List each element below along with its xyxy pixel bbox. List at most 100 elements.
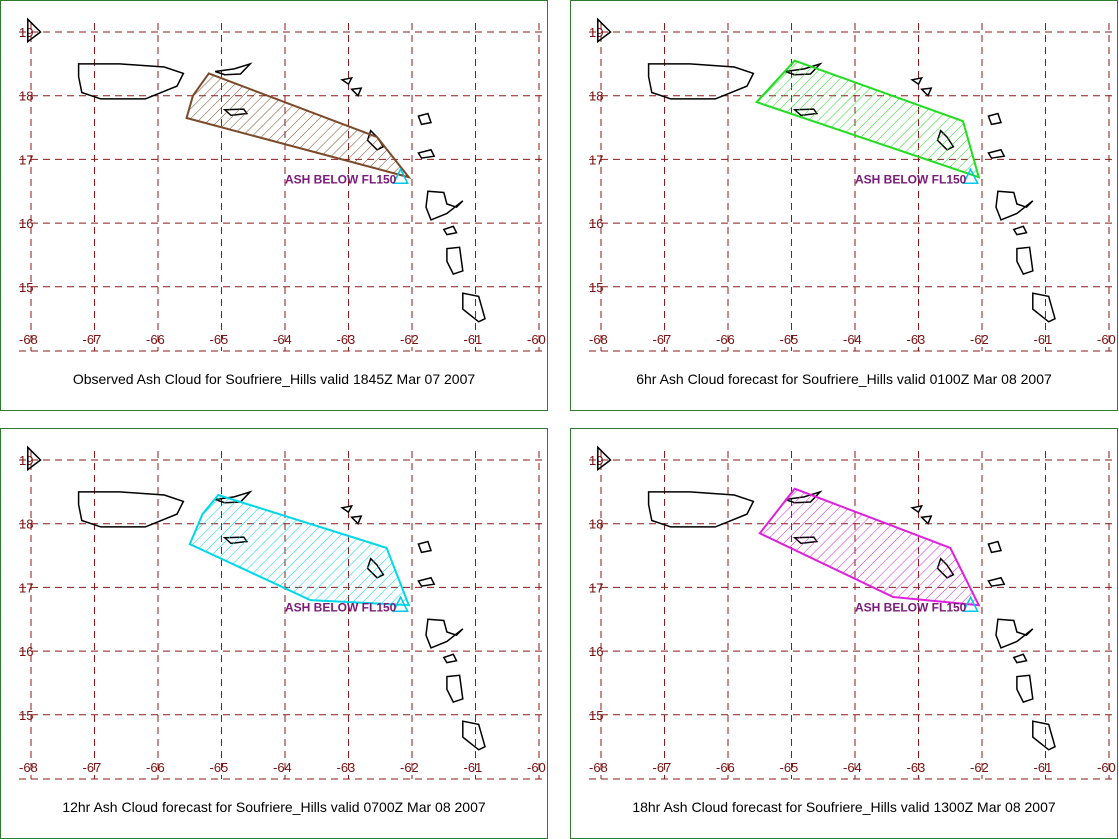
island-outline [350,87,363,98]
lon-tick-label: -68 [589,760,608,775]
lat-tick-label: 16 [589,216,603,231]
lon-tick-label: -63 [907,760,926,775]
island-outline [1016,674,1034,704]
lon-tick-label: -68 [19,332,38,347]
island-outline [597,17,612,44]
ash-cloud-polygon [758,487,981,607]
island-outline [1012,653,1028,664]
island-outline [442,653,458,664]
island-outline [446,246,464,276]
island-outline [995,618,1034,649]
lat-tick-label: 15 [19,708,33,723]
map-svg: -68 -67 -66 -65 -64 -63 -62 -61 -60 19 18 17 16 15 ASH… [589,17,1117,352]
island-outline [920,87,933,98]
island-outline [340,504,354,514]
ash-panel-observed: -68 -67 -66 -65 -64 -63 -62 -61 -60 19 18 17 16 15 ASH… [0,0,548,411]
island-outline [340,76,354,86]
island-outline [910,76,924,86]
map-svg: -68 -67 -66 -65 -64 -63 -62 -61 -60 19 18 17 16 15 ASH… [19,445,547,780]
lon-tick-label: -68 [589,332,608,347]
lon-tick-label: -64 [843,332,862,347]
island-outline [417,540,432,554]
island-outline [417,576,436,587]
lon-tick-label: -65 [210,332,229,347]
lat-tick-label: 17 [19,152,33,167]
lon-tick-label: -66 [146,760,165,775]
lat-tick-label: 16 [19,216,33,231]
island-outline [1012,225,1028,236]
lon-tick-label: -61 [464,760,483,775]
island-outline [987,112,1002,126]
lon-tick-label: -63 [907,332,926,347]
lon-tick-label: -68 [19,760,38,775]
island-outline [425,190,464,221]
island-outline [214,62,253,76]
lon-tick-label: -65 [210,760,229,775]
lon-tick-label: -67 [83,760,102,775]
lon-tick-label: -62 [400,760,419,775]
map-svg: -68 -67 -66 -65 -64 -63 -62 -61 -60 19 18 17 16 15 ASH… [589,445,1117,780]
island-outline [350,515,363,526]
lon-tick-label: -60 [527,332,546,347]
volcano-marker [962,595,979,612]
island-outline [77,63,185,100]
island-outline [425,618,464,649]
lon-tick-label: -62 [400,332,419,347]
lat-tick-label: 18 [19,517,33,532]
island-outline [1032,292,1056,323]
island-outline [920,515,933,526]
lat-tick-label: 19 [589,25,603,40]
lat-tick-label: 15 [19,280,33,295]
lat-tick-label: 19 [19,25,33,40]
lon-tick-label: -64 [273,760,292,775]
lon-tick-label: -67 [653,332,672,347]
panel-caption: 18hr Ash Cloud forecast for Soufriere_Hi… [632,799,1056,815]
island-outline [77,491,185,528]
island-outline [417,148,436,159]
ash-panel-12hr: -68 -67 -66 -65 -64 -63 -62 -61 -60 19 18 17 16 15 ASH… [0,428,548,839]
lon-tick-label: -60 [527,760,546,775]
island-outline [987,540,1002,554]
lat-tick-label: 17 [589,152,603,167]
island-outline [987,148,1006,159]
panel-caption: 12hr Ash Cloud forecast for Soufriere_Hi… [62,799,486,815]
lat-tick-label: 15 [589,280,603,295]
lon-tick-label: -63 [337,332,356,347]
lon-tick-label: -64 [843,760,862,775]
island-outline [1016,246,1034,276]
lon-tick-label: -65 [780,760,799,775]
lat-tick-label: 16 [589,644,603,659]
lat-tick-label: 18 [19,89,33,104]
lat-tick-label: 17 [589,580,603,595]
island-outline [446,674,464,704]
ash-cloud-polygon [185,72,412,179]
lat-tick-label: 19 [589,453,603,468]
lon-tick-label: -67 [653,760,672,775]
island-outline [987,576,1006,587]
lon-tick-label: -67 [83,332,102,347]
island-outline [597,445,612,472]
volcano-marker [962,167,979,184]
lat-tick-label: 19 [19,453,33,468]
lat-tick-label: 18 [589,89,603,104]
island-outline [647,63,755,100]
lon-tick-label: -64 [273,332,292,347]
panel-caption: Observed Ash Cloud for Soufriere_Hills v… [72,371,476,387]
island-outline [27,445,42,472]
lon-tick-label: -60 [1097,332,1116,347]
lat-tick-label: 17 [19,580,33,595]
lon-tick-label: -66 [146,332,165,347]
lon-tick-label: -62 [970,760,989,775]
lon-tick-label: -66 [716,760,735,775]
ash-panel-6hr: -68 -67 -66 -65 -64 -63 -62 -61 -60 19 18 17 16 15 ASH… [570,0,1118,411]
lon-tick-label: -62 [970,332,989,347]
lon-tick-label: -61 [1034,332,1053,347]
lat-tick-label: 15 [589,708,603,723]
panel-caption: 6hr Ash Cloud forecast for Soufriere_Hil… [636,371,1052,387]
ash-panel-18hr: -68 -67 -66 -65 -64 -63 -62 -61 -60 19 18 17 16 15 ASH… [570,428,1118,839]
island-outline [417,112,432,126]
ash-level-label: ASH BELOW FL150 [855,601,967,615]
island-outline [647,491,755,528]
lon-tick-label: -65 [780,332,799,347]
ash-cloud-polygon [188,493,411,607]
